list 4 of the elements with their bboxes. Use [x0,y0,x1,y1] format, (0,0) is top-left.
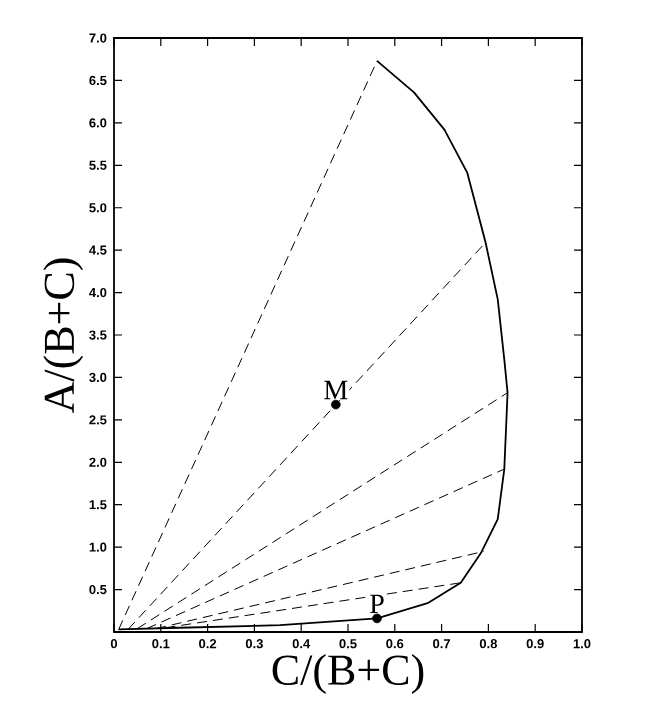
annotation: P [370,594,384,614]
y-axis-title: A/(B+C) [43,258,84,413]
x-axis-title: C/(B+C) [272,654,424,694]
annotation: M [324,380,348,400]
